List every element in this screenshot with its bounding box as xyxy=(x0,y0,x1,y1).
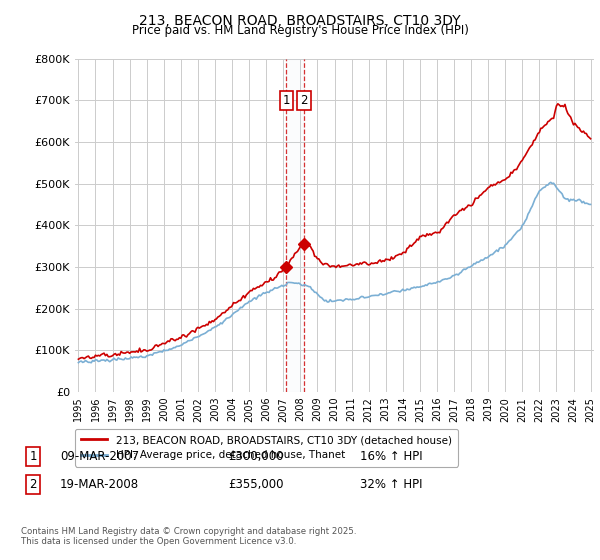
Legend: 213, BEACON ROAD, BROADSTAIRS, CT10 3DY (detached house), HPI: Average price, de: 213, BEACON ROAD, BROADSTAIRS, CT10 3DY … xyxy=(75,429,458,466)
Text: 2: 2 xyxy=(300,94,308,107)
Text: 19-MAR-2008: 19-MAR-2008 xyxy=(60,478,139,491)
Text: Price paid vs. HM Land Registry's House Price Index (HPI): Price paid vs. HM Land Registry's House … xyxy=(131,24,469,36)
Text: £300,000: £300,000 xyxy=(228,450,284,463)
Text: 16% ↑ HPI: 16% ↑ HPI xyxy=(360,450,422,463)
Text: 09-MAR-2007: 09-MAR-2007 xyxy=(60,450,139,463)
Text: Contains HM Land Registry data © Crown copyright and database right 2025.
This d: Contains HM Land Registry data © Crown c… xyxy=(21,526,356,546)
Text: 1: 1 xyxy=(283,94,290,107)
Bar xyxy=(286,59,304,392)
Text: 1: 1 xyxy=(29,450,37,463)
Text: £355,000: £355,000 xyxy=(228,478,284,491)
Text: 2: 2 xyxy=(29,478,37,491)
Text: 32% ↑ HPI: 32% ↑ HPI xyxy=(360,478,422,491)
Text: 213, BEACON ROAD, BROADSTAIRS, CT10 3DY: 213, BEACON ROAD, BROADSTAIRS, CT10 3DY xyxy=(139,14,461,28)
